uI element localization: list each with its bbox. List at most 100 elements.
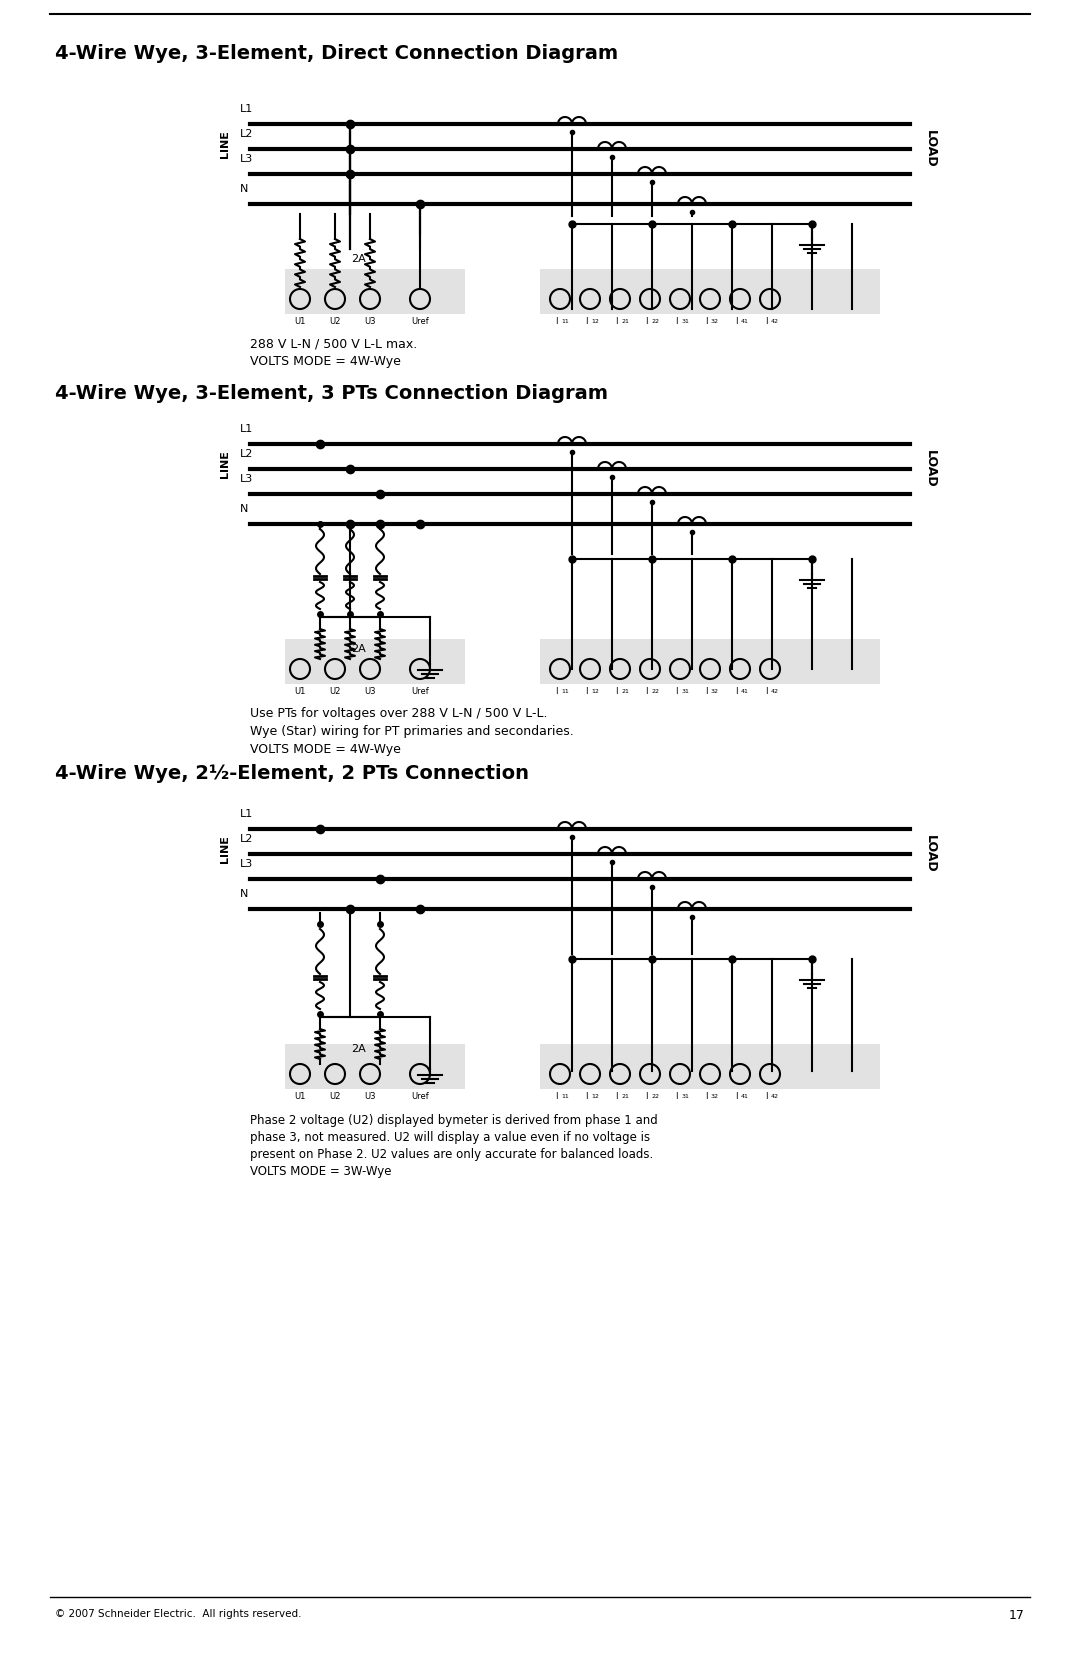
Text: 4-Wire Wye, 3-Element, 3 PTs Connection Diagram: 4-Wire Wye, 3-Element, 3 PTs Connection … xyxy=(55,384,608,402)
Text: N: N xyxy=(240,184,248,194)
Text: 4-Wire Wye, 3-Element, Direct Connection Diagram: 4-Wire Wye, 3-Element, Direct Connection… xyxy=(55,43,618,63)
Text: 12: 12 xyxy=(591,1093,599,1098)
Text: 22: 22 xyxy=(651,319,659,324)
Text: LINE: LINE xyxy=(220,451,230,477)
Text: Uref: Uref xyxy=(411,1092,429,1102)
Text: I: I xyxy=(555,688,557,696)
Text: 12: 12 xyxy=(591,319,599,324)
Text: 2A: 2A xyxy=(351,1045,365,1055)
Text: I: I xyxy=(765,317,767,325)
Text: VOLTS MODE = 4W-Wye: VOLTS MODE = 4W-Wye xyxy=(249,743,401,756)
Text: 11: 11 xyxy=(562,319,569,324)
Text: L1: L1 xyxy=(240,809,253,819)
Text: I: I xyxy=(675,317,677,325)
Text: 11: 11 xyxy=(562,689,569,694)
Text: I: I xyxy=(645,317,647,325)
Text: 31: 31 xyxy=(681,1093,689,1098)
Text: I: I xyxy=(584,688,588,696)
FancyBboxPatch shape xyxy=(285,639,465,684)
Text: LINE: LINE xyxy=(220,130,230,159)
Text: N: N xyxy=(240,504,248,514)
Text: Wye (Star) wiring for PT primaries and secondaries.: Wye (Star) wiring for PT primaries and s… xyxy=(249,724,573,738)
Text: L1: L1 xyxy=(240,103,253,113)
Text: U2: U2 xyxy=(329,1092,340,1102)
Text: I: I xyxy=(555,317,557,325)
Text: U3: U3 xyxy=(364,688,376,696)
Text: I: I xyxy=(705,1092,707,1102)
Text: I: I xyxy=(705,317,707,325)
Text: 17: 17 xyxy=(1009,1609,1025,1622)
Text: I: I xyxy=(734,1092,738,1102)
Text: U2: U2 xyxy=(329,317,340,325)
Text: 4-Wire Wye, 2½-Element, 2 PTs Connection: 4-Wire Wye, 2½-Element, 2 PTs Connection xyxy=(55,764,529,783)
Text: 42: 42 xyxy=(771,319,779,324)
Text: 12: 12 xyxy=(591,689,599,694)
Text: 32: 32 xyxy=(711,319,719,324)
Text: 11: 11 xyxy=(562,1093,569,1098)
Text: 21: 21 xyxy=(621,1093,629,1098)
Text: L3: L3 xyxy=(240,474,253,484)
Text: I: I xyxy=(615,1092,618,1102)
Text: LOAD: LOAD xyxy=(923,130,936,169)
Text: 42: 42 xyxy=(771,689,779,694)
FancyBboxPatch shape xyxy=(540,639,880,684)
Text: N: N xyxy=(240,890,248,900)
Text: 288 V L-N / 500 V L-L max.: 288 V L-N / 500 V L-L max. xyxy=(249,337,417,350)
Text: I: I xyxy=(645,688,647,696)
Text: I: I xyxy=(615,317,618,325)
Text: U1: U1 xyxy=(295,1092,306,1102)
FancyBboxPatch shape xyxy=(285,269,465,314)
Text: Uref: Uref xyxy=(411,317,429,325)
Text: 22: 22 xyxy=(651,1093,659,1098)
FancyBboxPatch shape xyxy=(540,1045,880,1088)
Text: L3: L3 xyxy=(240,154,253,164)
Text: 41: 41 xyxy=(741,1093,748,1098)
Text: I: I xyxy=(765,1092,767,1102)
Text: 2A: 2A xyxy=(351,644,365,654)
Text: present on Phase 2. U2 values are only accurate for balanced loads.: present on Phase 2. U2 values are only a… xyxy=(249,1148,653,1162)
Text: L2: L2 xyxy=(240,129,254,139)
Text: © 2007 Schneider Electric.  All rights reserved.: © 2007 Schneider Electric. All rights re… xyxy=(55,1609,301,1619)
Text: I: I xyxy=(705,688,707,696)
Text: 22: 22 xyxy=(651,689,659,694)
Text: 32: 32 xyxy=(711,689,719,694)
Text: U1: U1 xyxy=(295,317,306,325)
Text: Use PTs for voltages over 288 V L-N / 500 V L-L.: Use PTs for voltages over 288 V L-N / 50… xyxy=(249,708,548,719)
Text: I: I xyxy=(555,1092,557,1102)
Text: 31: 31 xyxy=(681,689,689,694)
Text: 21: 21 xyxy=(621,319,629,324)
Text: I: I xyxy=(584,317,588,325)
Text: Uref: Uref xyxy=(411,688,429,696)
Text: I: I xyxy=(584,1092,588,1102)
FancyBboxPatch shape xyxy=(540,269,880,314)
Text: L2: L2 xyxy=(240,834,254,845)
Text: 41: 41 xyxy=(741,319,748,324)
Text: I: I xyxy=(675,1092,677,1102)
Text: U3: U3 xyxy=(364,317,376,325)
Text: L2: L2 xyxy=(240,449,254,459)
Text: LINE: LINE xyxy=(220,834,230,863)
Text: U1: U1 xyxy=(295,688,306,696)
Text: I: I xyxy=(645,1092,647,1102)
Text: Phase 2 voltage (U2) displayed bymeter is derived from phase 1 and: Phase 2 voltage (U2) displayed bymeter i… xyxy=(249,1113,658,1127)
Text: VOLTS MODE = 3W-Wye: VOLTS MODE = 3W-Wye xyxy=(249,1165,391,1178)
Text: LOAD: LOAD xyxy=(923,451,936,487)
Text: LOAD: LOAD xyxy=(923,834,936,873)
Text: 2A: 2A xyxy=(351,254,365,264)
FancyBboxPatch shape xyxy=(285,1045,465,1088)
Text: phase 3, not measured. U2 will display a value even if no voltage is: phase 3, not measured. U2 will display a… xyxy=(249,1132,650,1143)
Text: 21: 21 xyxy=(621,689,629,694)
Text: I: I xyxy=(734,688,738,696)
Text: 31: 31 xyxy=(681,319,689,324)
Text: I: I xyxy=(765,688,767,696)
Text: 41: 41 xyxy=(741,689,748,694)
Text: I: I xyxy=(734,317,738,325)
Text: U2: U2 xyxy=(329,688,340,696)
Text: 32: 32 xyxy=(711,1093,719,1098)
Text: I: I xyxy=(615,688,618,696)
Text: L1: L1 xyxy=(240,424,253,434)
Text: 42: 42 xyxy=(771,1093,779,1098)
Text: L3: L3 xyxy=(240,860,253,870)
Text: VOLTS MODE = 4W-Wye: VOLTS MODE = 4W-Wye xyxy=(249,355,401,367)
Text: I: I xyxy=(675,688,677,696)
